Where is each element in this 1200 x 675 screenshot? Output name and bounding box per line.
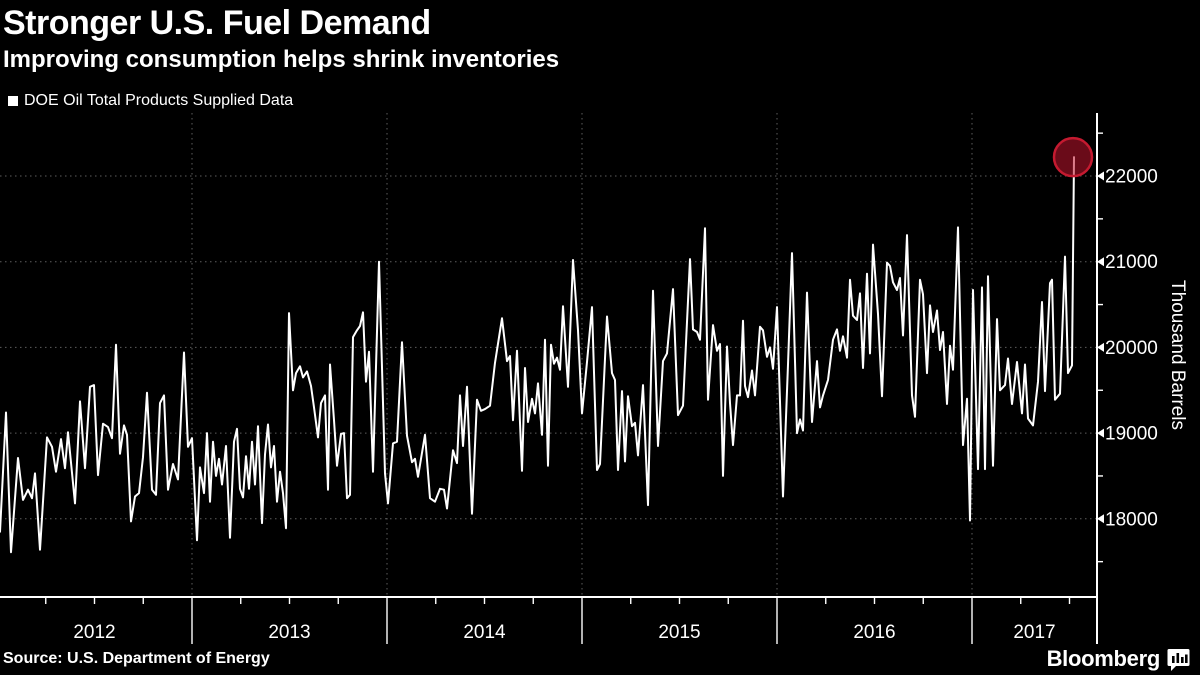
page-subtitle: Improving consumption helps shrink inven…: [3, 46, 560, 73]
y-tick-arrow-icon: [1097, 171, 1104, 181]
y-tick-label: 22000: [1105, 167, 1158, 188]
x-year-label: 2013: [268, 622, 310, 643]
x-year-label: 2015: [658, 622, 700, 643]
legend-label: DOE Oil Total Products Supplied Data: [24, 92, 294, 109]
x-year-label: 2017: [1013, 622, 1055, 643]
x-year-label: 2014: [463, 622, 506, 643]
page-title: Stronger U.S. Fuel Demand: [3, 4, 431, 42]
y-tick-label: 20000: [1105, 338, 1158, 359]
bloomberg-brand: Bloomberg: [1047, 646, 1190, 672]
legend-square-icon: [8, 96, 18, 106]
data-line: [0, 156, 1075, 554]
legend: DOE Oil Total Products Supplied Data: [8, 92, 293, 110]
y-tick-arrow-icon: [1097, 257, 1104, 267]
y-tick-arrow-icon: [1097, 514, 1104, 524]
y-tick-arrow-icon: [1097, 428, 1104, 438]
y-tick-label: 18000: [1105, 509, 1158, 530]
x-year-label: 2016: [853, 622, 895, 643]
y-tick-label: 19000: [1105, 424, 1158, 445]
source-text: Source: U.S. Department of Energy: [3, 650, 270, 667]
bloomberg-icon: [1167, 648, 1190, 671]
bloomberg-wordmark: Bloomberg: [1046, 646, 1161, 671]
y-tick-arrow-icon: [1097, 342, 1104, 352]
highlight-circle: [1052, 136, 1094, 178]
x-year-label: 2012: [73, 622, 115, 643]
y-tick-label: 21000: [1105, 252, 1158, 273]
y-axis-title: Thousand Barrels: [1167, 280, 1188, 430]
